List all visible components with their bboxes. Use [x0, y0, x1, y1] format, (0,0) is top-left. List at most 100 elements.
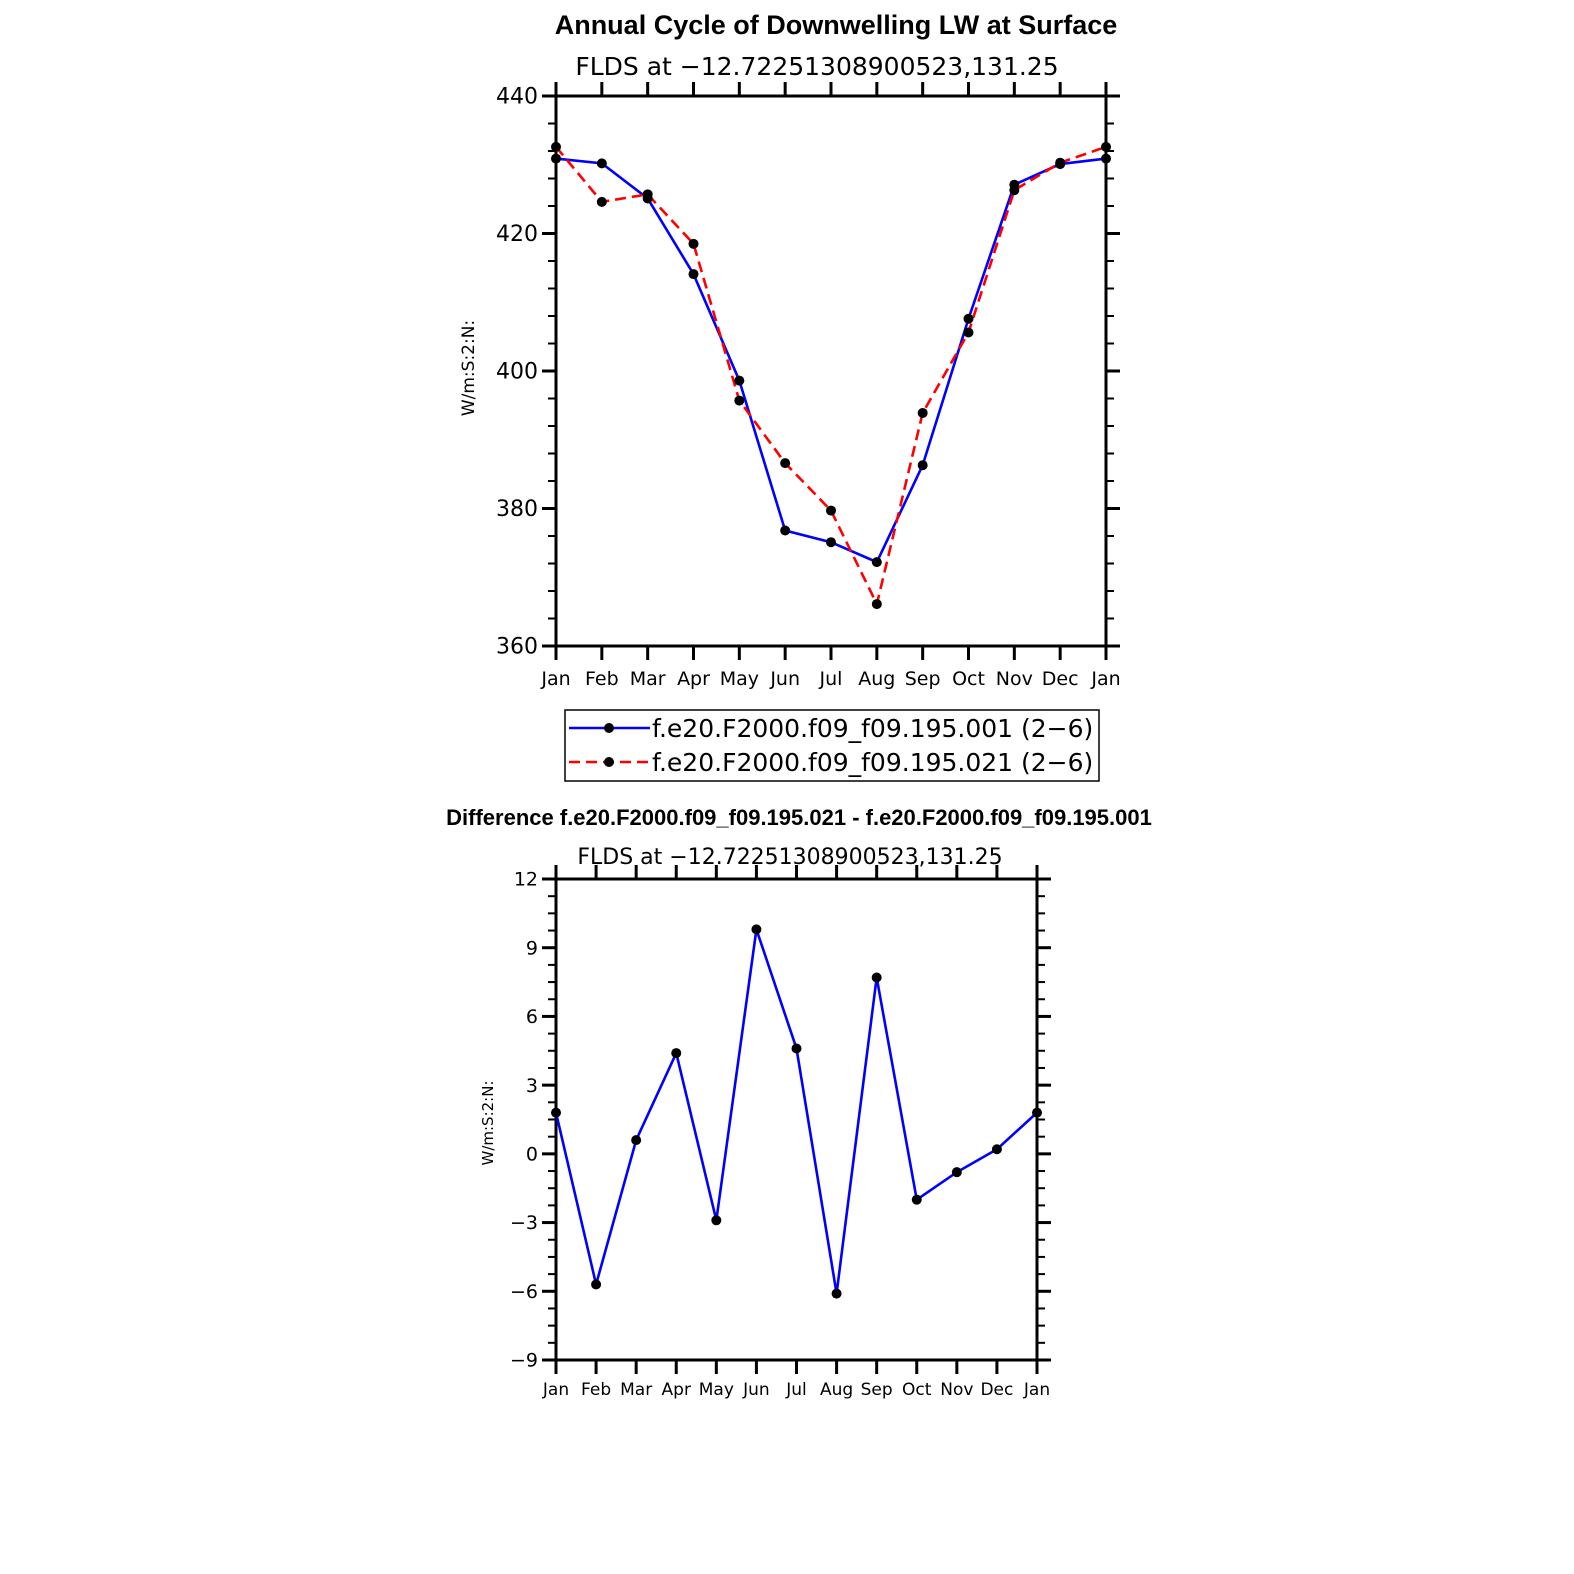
data-point-series-2 [1009, 185, 1020, 196]
series-group [551, 141, 1111, 610]
data-point-series-2 [734, 395, 745, 406]
x-tick-label: Feb [581, 1380, 611, 1400]
data-point-series-2 [917, 407, 928, 418]
data-point-series-1 [1032, 1107, 1042, 1118]
x-tick-label: Mar [620, 1380, 652, 1400]
x-tick-label: Jan [1023, 1380, 1050, 1400]
data-point-series-1 [596, 158, 607, 169]
data-point-series-2 [688, 238, 699, 249]
x-tick-label: Jan [540, 668, 570, 690]
chart-subtitle: FLDS at −12.72251308900523,131.25 [577, 845, 1002, 870]
axis-ticks [542, 865, 1051, 1374]
x-tick-label: May [720, 668, 759, 690]
data-point-series-2 [596, 196, 607, 207]
data-point-series-1 [591, 1279, 602, 1290]
x-tick-label: Jan [542, 1380, 569, 1400]
data-point-series-1 [991, 1144, 1002, 1155]
data-point-series-2 [1101, 141, 1111, 152]
x-tick-label: Dec [980, 1380, 1013, 1400]
series-line-1 [555, 157, 1107, 564]
y-tick-label: 400 [496, 360, 538, 385]
data-point-series-1 [871, 972, 882, 983]
x-tick-label: Apr [677, 668, 710, 690]
series-line-1 [554, 928, 1038, 1294]
y-tick-label: 440 [496, 85, 538, 110]
chart-title: Difference f.e20.F2000.f09_f09.195.021 -… [446, 805, 1152, 830]
data-point-series-1 [734, 375, 745, 386]
series-line-2 [555, 145, 1107, 608]
x-tick-label: Jun [742, 1380, 770, 1400]
x-tick-label: Aug [858, 668, 895, 690]
x-tick-label: Mar [630, 668, 666, 690]
chart-subtitle: FLDS at −12.72251308900523,131.25 [575, 52, 1058, 81]
data-point-series-2 [826, 505, 836, 516]
data-point-series-2 [551, 141, 561, 152]
x-tick-label: Dec [1042, 668, 1079, 690]
data-point-series-1 [791, 1043, 802, 1054]
data-point-series-1 [831, 1288, 842, 1299]
data-point-series-1 [751, 924, 762, 935]
x-tick-label: Jul [785, 1380, 807, 1400]
legend: f.e20.F2000.f09_f09.195.001 (2−6) f.e20.… [564, 709, 1100, 782]
x-tick-label: Aug [820, 1380, 853, 1400]
x-tick-label: Apr [662, 1380, 691, 1400]
y-tick-label: 380 [496, 497, 538, 522]
y-tick-label: 3 [526, 1075, 538, 1097]
data-point-series-1 [711, 1215, 722, 1226]
legend-marker-series-2 [604, 757, 614, 767]
data-point-series-1 [826, 537, 836, 548]
x-tick-label: Sep [905, 668, 941, 690]
data-point-series-1 [631, 1135, 642, 1146]
annual-cycle-chart: Annual Cycle of Downwelling LW at Surfac… [459, 10, 1121, 782]
y-tick-label: 12 [514, 869, 538, 891]
y-tick-label: −9 [510, 1350, 538, 1372]
x-tick-label: Jun [769, 668, 800, 690]
x-tick-label: Sep [861, 1380, 893, 1400]
data-point-series-2 [642, 189, 653, 200]
difference-chart: Difference f.e20.F2000.f09_f09.195.021 -… [446, 805, 1152, 1400]
y-tick-labels: 360 380 400 420 440 [496, 85, 538, 660]
legend-marker-series-1 [604, 723, 614, 733]
x-tick-label: Jan [1090, 668, 1120, 690]
y-tick-label: 6 [526, 1006, 538, 1028]
x-tick-label: Oct [952, 668, 985, 690]
data-point-series-2 [1055, 157, 1066, 168]
data-point-series-1 [951, 1167, 962, 1178]
y-tick-label: 0 [526, 1144, 538, 1166]
data-point-series-1 [911, 1194, 922, 1205]
y-tick-label: 9 [526, 937, 538, 959]
x-tick-label: Jul [819, 668, 843, 690]
data-point-series-1 [671, 1048, 682, 1059]
plot-frame [554, 94, 1108, 648]
data-point-series-1 [551, 1107, 561, 1118]
plot-frame [554, 877, 1039, 1362]
y-tick-label: −3 [510, 1212, 538, 1234]
x-tick-label: Nov [940, 1380, 973, 1400]
legend-label-series-2: f.e20.F2000.f09_f09.195.021 (2−6) [652, 748, 1093, 777]
x-tick-labels: Jan Feb Mar Apr May Jun Jul Aug Sep Oct Nov Dec Jan [540, 668, 1120, 690]
x-tick-label: Oct [902, 1380, 932, 1400]
axis-ticks [542, 82, 1120, 660]
data-point-series-1 [688, 269, 699, 280]
data-point-series-1 [1101, 153, 1111, 164]
x-tick-labels: Jan Feb Mar Apr May Jun Jul Aug Sep Oct Nov Dec Jan [542, 1380, 1050, 1400]
y-axis-label: W/m:S:2:N: [479, 1081, 497, 1166]
data-point-series-1 [551, 153, 561, 164]
y-tick-label: 360 [496, 635, 538, 660]
chart-title: Annual Cycle of Downwelling LW at Surfac… [555, 10, 1118, 40]
y-tick-label: −6 [510, 1281, 538, 1303]
y-axis-label: W/m:S:2:N: [459, 320, 479, 416]
y-tick-label: 420 [496, 222, 538, 247]
data-point-series-2 [780, 458, 791, 469]
data-point-series-1 [917, 460, 928, 471]
data-point-series-1 [963, 313, 974, 324]
series-group [551, 924, 1042, 1299]
legend-label-series-1: f.e20.F2000.f09_f09.195.001 (2−6) [652, 714, 1093, 743]
data-point-series-2 [871, 599, 882, 610]
y-tick-labels: −9 −6 −3 0 3 6 9 12 [510, 869, 538, 1372]
x-tick-label: Nov [996, 668, 1033, 690]
x-tick-label: May [699, 1380, 734, 1400]
legend-box [564, 709, 1100, 782]
data-point-series-1 [871, 557, 882, 568]
data-point-series-1 [780, 525, 791, 536]
